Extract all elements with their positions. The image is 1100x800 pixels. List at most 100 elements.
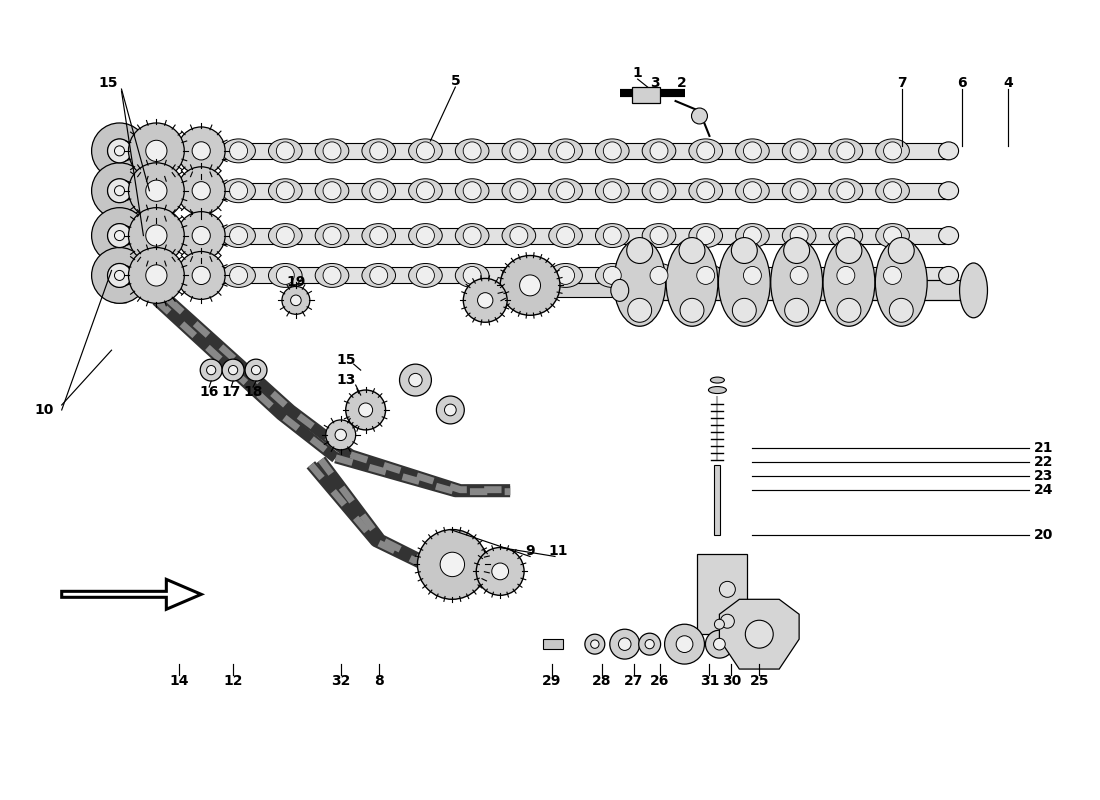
Circle shape	[345, 390, 386, 430]
Circle shape	[714, 638, 725, 650]
Ellipse shape	[938, 226, 958, 245]
Circle shape	[114, 186, 124, 196]
Circle shape	[591, 640, 600, 648]
Bar	[201, 143, 948, 159]
Circle shape	[692, 108, 707, 124]
Polygon shape	[62, 579, 201, 610]
Circle shape	[883, 142, 902, 160]
Ellipse shape	[362, 178, 396, 202]
Ellipse shape	[408, 263, 442, 287]
Circle shape	[129, 123, 185, 178]
Ellipse shape	[610, 279, 629, 302]
Circle shape	[245, 359, 267, 381]
Ellipse shape	[268, 224, 302, 247]
Ellipse shape	[959, 263, 988, 318]
Circle shape	[790, 182, 808, 200]
Circle shape	[108, 263, 132, 287]
Circle shape	[627, 238, 652, 263]
Ellipse shape	[667, 238, 718, 326]
Circle shape	[417, 142, 434, 160]
Circle shape	[282, 286, 310, 314]
Circle shape	[146, 265, 167, 286]
Ellipse shape	[876, 178, 910, 202]
Circle shape	[463, 226, 481, 245]
Circle shape	[417, 182, 434, 200]
Ellipse shape	[876, 139, 910, 163]
Circle shape	[714, 619, 725, 630]
Ellipse shape	[316, 263, 349, 287]
Text: 29: 29	[542, 674, 562, 688]
Ellipse shape	[316, 139, 349, 163]
Circle shape	[437, 396, 464, 424]
Circle shape	[91, 247, 147, 303]
Circle shape	[252, 366, 261, 374]
Circle shape	[108, 224, 132, 247]
Circle shape	[91, 163, 147, 218]
Circle shape	[889, 298, 913, 322]
Circle shape	[323, 226, 341, 245]
Circle shape	[91, 208, 147, 263]
Bar	[631, 87, 660, 103]
Ellipse shape	[408, 224, 442, 247]
Ellipse shape	[782, 224, 816, 247]
Text: 24: 24	[1034, 482, 1053, 497]
Text: 20: 20	[1034, 527, 1053, 542]
Circle shape	[370, 142, 387, 160]
Circle shape	[639, 633, 661, 655]
Ellipse shape	[595, 178, 629, 202]
Circle shape	[519, 275, 540, 296]
Circle shape	[790, 226, 808, 245]
Circle shape	[129, 163, 185, 218]
Circle shape	[114, 146, 124, 156]
Ellipse shape	[876, 238, 927, 326]
Circle shape	[276, 226, 295, 245]
Ellipse shape	[829, 178, 862, 202]
Ellipse shape	[782, 139, 816, 163]
Ellipse shape	[736, 263, 769, 287]
Circle shape	[146, 180, 167, 202]
Circle shape	[645, 639, 654, 649]
Bar	[543, 639, 563, 649]
Ellipse shape	[642, 224, 675, 247]
Text: 6: 6	[957, 76, 967, 90]
Circle shape	[323, 266, 341, 285]
Circle shape	[108, 224, 131, 247]
Circle shape	[222, 359, 244, 381]
Circle shape	[146, 225, 167, 246]
Circle shape	[108, 179, 131, 202]
Text: 4: 4	[1003, 76, 1013, 90]
Circle shape	[784, 298, 808, 322]
Circle shape	[477, 293, 493, 308]
Circle shape	[696, 226, 715, 245]
Ellipse shape	[829, 263, 862, 287]
Circle shape	[91, 123, 147, 178]
Circle shape	[732, 238, 757, 263]
Circle shape	[696, 182, 715, 200]
Circle shape	[444, 404, 456, 416]
Circle shape	[370, 226, 387, 245]
Circle shape	[108, 139, 131, 162]
Text: 15: 15	[336, 353, 355, 367]
Text: 15: 15	[99, 76, 119, 90]
Circle shape	[603, 226, 622, 245]
Circle shape	[463, 182, 481, 200]
Ellipse shape	[829, 139, 862, 163]
Circle shape	[418, 530, 487, 599]
Circle shape	[463, 278, 507, 322]
Circle shape	[510, 266, 528, 285]
Circle shape	[276, 266, 295, 285]
Circle shape	[744, 226, 761, 245]
Circle shape	[585, 634, 605, 654]
Ellipse shape	[268, 139, 302, 163]
Text: 16: 16	[199, 385, 219, 399]
Circle shape	[359, 403, 373, 417]
Circle shape	[837, 226, 855, 245]
Ellipse shape	[938, 142, 958, 160]
Circle shape	[680, 298, 704, 322]
Circle shape	[129, 208, 185, 263]
Text: 26: 26	[650, 674, 669, 688]
Ellipse shape	[549, 178, 582, 202]
Circle shape	[399, 364, 431, 396]
Circle shape	[370, 182, 387, 200]
Circle shape	[108, 139, 132, 163]
